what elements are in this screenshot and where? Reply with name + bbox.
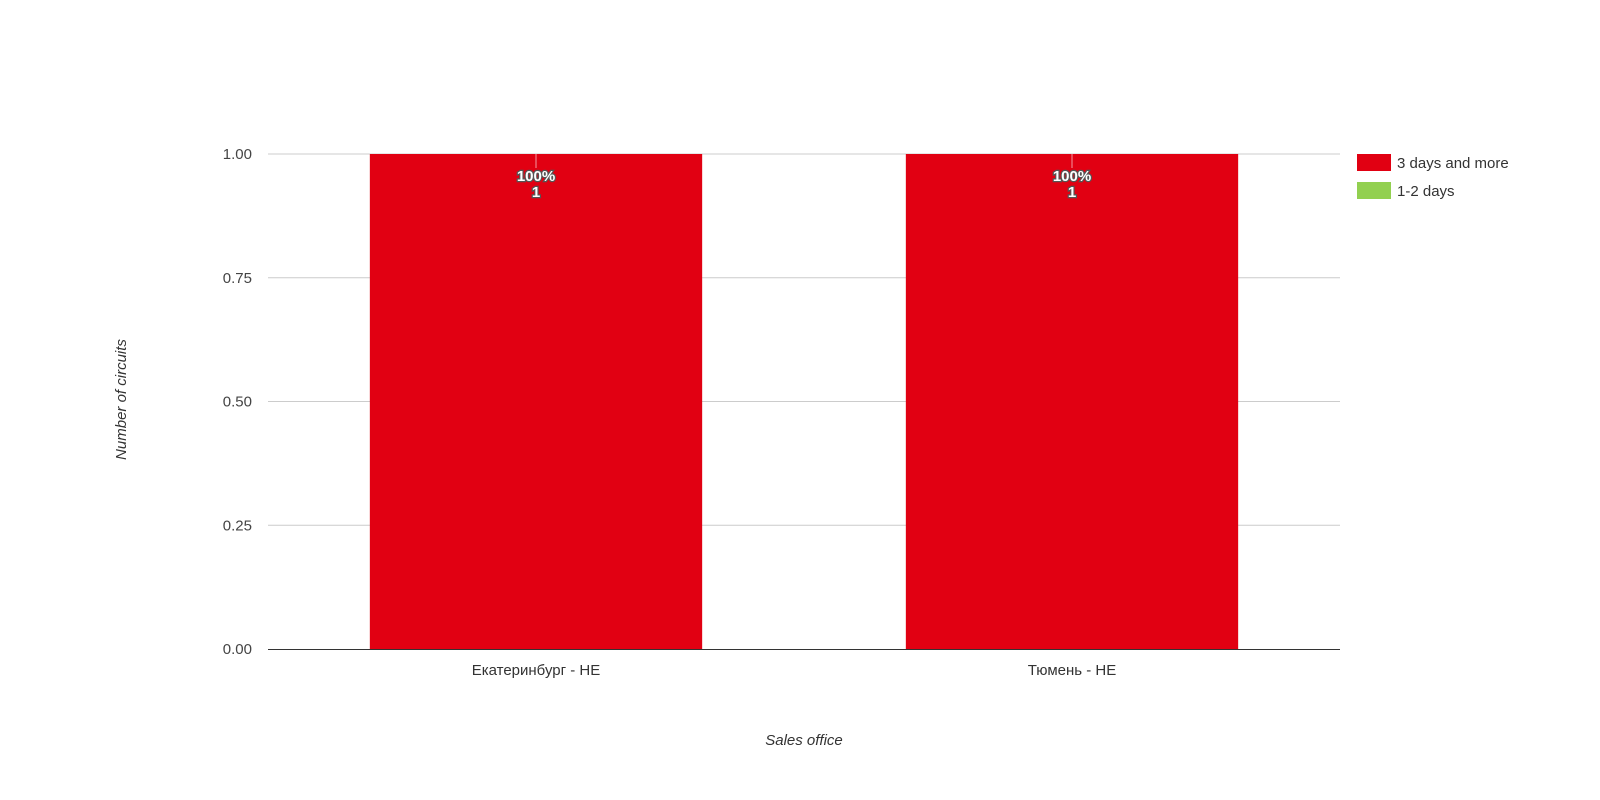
y-tick-label: 1.00 xyxy=(223,146,252,163)
bar-percent-label: 100% xyxy=(1053,168,1091,185)
legend[interactable]: 3 days and more 1-2 days xyxy=(1357,154,1509,200)
y-tick-label: 0.00 xyxy=(223,641,252,658)
legend-item[interactable]: 1-2 days xyxy=(1357,182,1455,200)
y-tick-label: 0.75 xyxy=(223,270,252,287)
x-category-label: Тюмень - НЕ xyxy=(1028,662,1117,679)
bar-percent-label: 100% xyxy=(517,168,555,185)
legend-label: 3 days and more xyxy=(1397,155,1509,172)
bars xyxy=(369,154,1239,649)
legend-item[interactable]: 3 days and more xyxy=(1357,154,1509,172)
legend-label: 1-2 days xyxy=(1397,183,1455,200)
y-tick-label: 0.50 xyxy=(223,394,252,411)
y-tick-label: 0.25 xyxy=(223,517,252,534)
x-category-label: Екатеринбург - НЕ xyxy=(472,662,601,679)
legend-swatch xyxy=(1357,154,1391,171)
x-axis-title: Sales office xyxy=(765,732,843,749)
x-axis-ticks: Екатеринбург - НЕ Тюмень - НЕ xyxy=(472,662,1117,679)
bar-value-label: 1 xyxy=(1068,184,1076,201)
bar-0-0[interactable] xyxy=(369,154,703,649)
bar-value-label: 1 xyxy=(532,184,540,201)
y-axis-title: Number of circuits xyxy=(113,339,130,460)
bar-0-1[interactable] xyxy=(905,154,1239,649)
y-axis-ticks: 0.00 0.25 0.50 0.75 1.00 xyxy=(223,146,252,658)
legend-swatch xyxy=(1357,182,1391,199)
